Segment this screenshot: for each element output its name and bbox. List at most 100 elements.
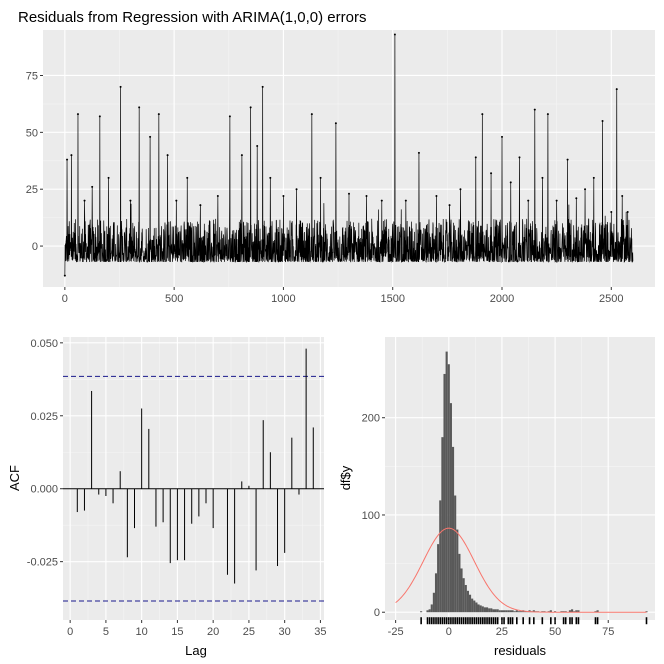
histogram-bar: [462, 578, 465, 613]
residuals-time-series-plot: Residuals from Regression with ARIMA(1,0…: [18, 9, 655, 305]
histogram-bar: [532, 610, 535, 613]
residual-spike-point: [448, 204, 451, 207]
residual-series: [63, 33, 634, 277]
residual-spike-point: [166, 154, 169, 157]
histogram-bar: [494, 609, 497, 613]
histogram-bar: [492, 609, 495, 613]
residual-spike-point: [334, 122, 337, 125]
histogram-bar: [456, 529, 459, 613]
histogram-bar: [437, 544, 440, 613]
residual-spike-point: [365, 195, 368, 198]
histogram-bar: [458, 553, 461, 613]
residual-spike-point: [459, 188, 462, 191]
histogram-bar: [515, 610, 518, 613]
residual-spike-point: [91, 185, 94, 188]
histogram-bar: [439, 500, 442, 613]
residual-spike-point: [249, 106, 252, 109]
histogram-x-tick-label: 75: [602, 626, 614, 638]
residual-spike-point: [186, 176, 189, 179]
histogram-bar: [441, 437, 444, 613]
histogram-y-tick-label: 100: [362, 510, 380, 522]
residual-spike-point: [380, 199, 383, 202]
residual-spike-point: [261, 85, 264, 88]
timeseries-axes: 0 500 1000 1500 2000 2500 0 25 50 75: [26, 70, 624, 305]
histogram-bar: [477, 604, 480, 613]
residual-spike-point: [533, 108, 536, 111]
histogram-bar: [426, 610, 429, 613]
acf-x-tick-label: 30: [279, 626, 291, 638]
acf-x-tick-label: 5: [103, 626, 109, 638]
residual-spike-point: [610, 210, 613, 213]
histogram-bar: [434, 573, 438, 613]
residual-spike-point: [348, 192, 350, 195]
timeseries-x-tick-label: 1500: [380, 293, 404, 305]
histogram-bar: [498, 610, 501, 613]
histogram-bar: [460, 568, 463, 613]
histogram-bars: [395, 351, 648, 625]
acf-y-tick-label: 0.050: [30, 338, 58, 350]
histogram-bar: [505, 610, 508, 613]
histogram-bar: [471, 598, 474, 613]
histogram-bar: [443, 373, 446, 613]
timeseries-x-tick-label: 0: [62, 293, 68, 305]
residual-spike-point: [518, 156, 521, 159]
residual-spike-point: [199, 204, 202, 207]
histogram-bar: [488, 608, 491, 613]
histogram-x-tick-label: 0: [446, 626, 452, 638]
histogram-bar: [502, 610, 506, 613]
histogram-bar: [420, 611, 423, 613]
timeseries-x-tick-label: 2000: [490, 293, 514, 305]
residual-spike-point: [555, 199, 558, 202]
timeseries-y-tick-label: 25: [26, 184, 38, 196]
histogram-y-tick-label: 0: [374, 607, 380, 619]
histogram-bar: [596, 610, 599, 613]
residual-spike-point: [76, 113, 79, 116]
residual-spike-point: [621, 195, 624, 198]
residual-spike-point: [70, 154, 73, 157]
acf-x-tick-label: 0: [67, 626, 73, 638]
residual-spike-point: [501, 135, 503, 138]
timeseries-y-tick-label: 50: [26, 127, 38, 139]
residual-spike-point: [584, 188, 587, 191]
histogram-bar: [468, 594, 472, 613]
residual-spike-point: [481, 113, 484, 116]
residual-spike-point: [119, 85, 122, 88]
histogram-bar: [481, 606, 484, 613]
histogram-bar: [464, 584, 467, 613]
residual-spike-point: [319, 176, 322, 179]
histogram-bar: [490, 608, 493, 613]
chart-title: Residuals from Regression with ARIMA(1,0…: [18, 9, 366, 26]
histogram-bar: [466, 590, 469, 613]
histogram-bar: [428, 609, 431, 613]
normal-density-curve: [395, 527, 647, 613]
histogram-x-tick-label: 25: [496, 626, 508, 638]
residual-spike-point: [509, 181, 512, 184]
acf-y-tick-label: 0.000: [30, 484, 58, 496]
acf-x-tick-label: 20: [207, 626, 219, 638]
residual-spike-point: [256, 144, 259, 147]
residual-spike-point: [175, 199, 178, 202]
acf-panel-background: [63, 337, 324, 620]
histogram-bar: [432, 592, 435, 613]
residual-spike-point: [566, 158, 569, 161]
histogram-bar: [577, 610, 580, 613]
acf-y-tick-label: 0.025: [30, 411, 58, 423]
histogram-bar: [509, 610, 512, 613]
residual-spike-point: [615, 88, 618, 91]
histogram-bar: [454, 495, 457, 613]
residual-spike-point: [63, 274, 66, 277]
residual-spike-point: [129, 199, 132, 202]
histogram-bar: [500, 610, 503, 613]
histogram-axes: -25 0 25 50 75 0 100 200: [362, 413, 615, 638]
histogram-panel-background: [385, 337, 655, 620]
residual-spike-point: [490, 172, 493, 175]
histogram-bar: [496, 609, 499, 613]
residual-spike-point: [601, 119, 604, 122]
histogram-bar: [479, 605, 482, 613]
acf-y-axis-label: ACF: [7, 465, 22, 491]
acf-x-tick-label: 35: [314, 626, 326, 638]
acf-axes: 0 5 10 15 20 25 30 35 -0.025 0.000 0.025 0.050: [27, 338, 327, 638]
histogram-bar: [473, 600, 476, 613]
timeseries-y-tick-label: 0: [32, 241, 38, 253]
